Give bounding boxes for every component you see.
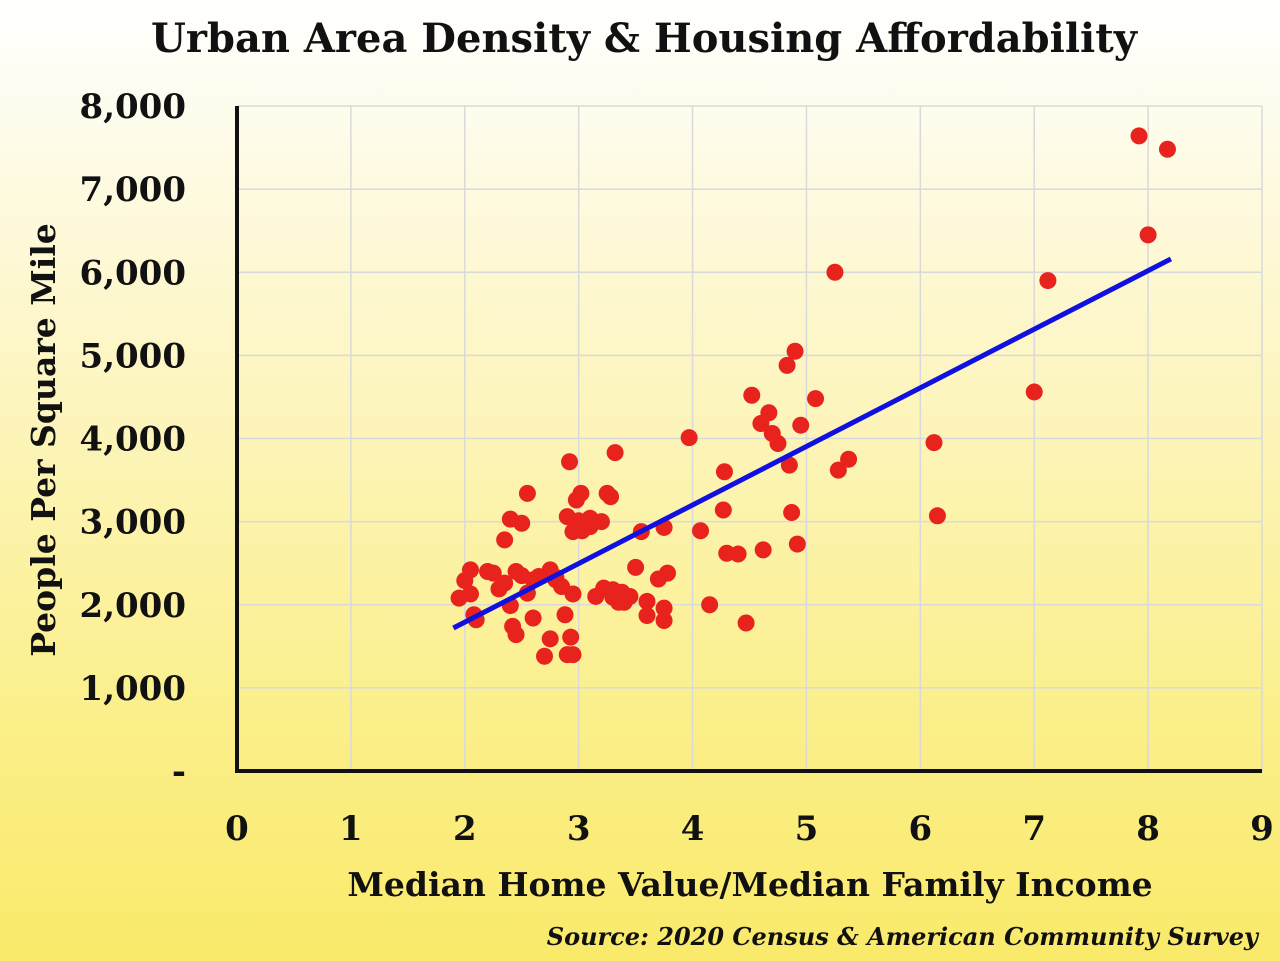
x-tick-label: 2 bbox=[453, 809, 477, 849]
data-point bbox=[778, 356, 796, 374]
data-point bbox=[659, 564, 676, 582]
data-point bbox=[788, 535, 806, 553]
data-point bbox=[564, 646, 582, 664]
x-tick-label: 9 bbox=[1250, 809, 1274, 849]
x-tick-label: 6 bbox=[908, 809, 932, 849]
data-point bbox=[680, 429, 698, 447]
grid-lines bbox=[237, 105, 1263, 771]
data-point bbox=[760, 404, 778, 422]
data-point bbox=[925, 434, 943, 452]
data-point bbox=[714, 501, 732, 519]
y-axis-label: People Per Square Mile bbox=[24, 223, 63, 657]
data-point bbox=[829, 461, 847, 479]
data-point bbox=[754, 541, 772, 559]
data-point bbox=[564, 585, 582, 603]
data-point bbox=[524, 609, 542, 627]
data-point bbox=[701, 596, 719, 614]
data-point bbox=[783, 503, 801, 521]
data-point bbox=[928, 507, 946, 525]
data-point bbox=[621, 587, 639, 605]
data-point bbox=[572, 484, 590, 502]
data-point bbox=[826, 263, 844, 281]
data-point bbox=[513, 514, 531, 532]
data-point bbox=[840, 450, 858, 468]
data-point bbox=[1039, 272, 1057, 290]
chart-title: Urban Area Density & Housing Affordabili… bbox=[151, 15, 1139, 62]
data-point bbox=[792, 416, 810, 434]
data-point bbox=[655, 599, 673, 617]
data-point bbox=[507, 626, 525, 644]
data-point bbox=[638, 592, 656, 610]
data-point bbox=[592, 513, 610, 531]
y-tick-label: 5,000 bbox=[80, 336, 186, 376]
data-points bbox=[450, 127, 1176, 665]
y-tick-label: 7,000 bbox=[80, 170, 186, 210]
x-tick-label: 4 bbox=[681, 809, 705, 849]
data-point bbox=[562, 628, 580, 646]
data-point bbox=[556, 606, 574, 624]
data-point bbox=[692, 522, 710, 540]
data-point bbox=[484, 564, 502, 582]
data-point bbox=[496, 574, 514, 592]
data-point bbox=[737, 614, 755, 632]
data-point bbox=[1130, 127, 1148, 145]
data-point bbox=[561, 453, 579, 471]
data-point bbox=[627, 558, 645, 576]
x-tick-label: 7 bbox=[1022, 809, 1046, 849]
data-point bbox=[780, 456, 798, 474]
y-tick-label: 2,000 bbox=[80, 586, 186, 626]
data-point bbox=[461, 561, 479, 579]
x-tick-label: 1 bbox=[339, 809, 363, 849]
y-tick-label: 6,000 bbox=[80, 253, 186, 293]
data-point bbox=[541, 630, 559, 648]
data-point bbox=[496, 531, 514, 549]
x-tick-label: 0 bbox=[225, 809, 249, 849]
data-point bbox=[1158, 140, 1176, 158]
tick-labels: 0 1 2 3 4 5 6 7 8 9 - 1,000 2,000 3,000 4,000 5,000 6,00… bbox=[80, 87, 1274, 849]
data-point bbox=[715, 463, 733, 481]
data-point bbox=[461, 585, 479, 603]
x-axis-label: Median Home Value/Median Family Income bbox=[347, 865, 1152, 904]
data-point bbox=[602, 488, 620, 506]
data-point bbox=[729, 545, 747, 563]
data-point bbox=[655, 612, 673, 630]
trend-line bbox=[452, 256, 1173, 631]
data-point bbox=[638, 607, 656, 625]
y-tick-label: - bbox=[172, 752, 186, 792]
data-point bbox=[1025, 383, 1043, 401]
data-point bbox=[743, 386, 761, 404]
y-tick-label: 8,000 bbox=[80, 87, 186, 127]
x-tick-label: 5 bbox=[795, 809, 819, 849]
data-point bbox=[807, 390, 825, 408]
data-point bbox=[1139, 226, 1157, 244]
data-point bbox=[536, 647, 553, 665]
data-point bbox=[769, 434, 787, 452]
data-point bbox=[606, 444, 624, 462]
y-tick-label: 1,000 bbox=[80, 669, 186, 709]
data-point bbox=[786, 342, 804, 360]
y-tick-label: 4,000 bbox=[80, 420, 186, 460]
y-tick-label: 3,000 bbox=[80, 503, 186, 543]
x-tick-label: 8 bbox=[1136, 809, 1160, 849]
x-tick-label: 3 bbox=[567, 809, 591, 849]
data-point bbox=[518, 484, 536, 502]
source-note: Source: 2020 Census & American Community… bbox=[547, 922, 1260, 951]
